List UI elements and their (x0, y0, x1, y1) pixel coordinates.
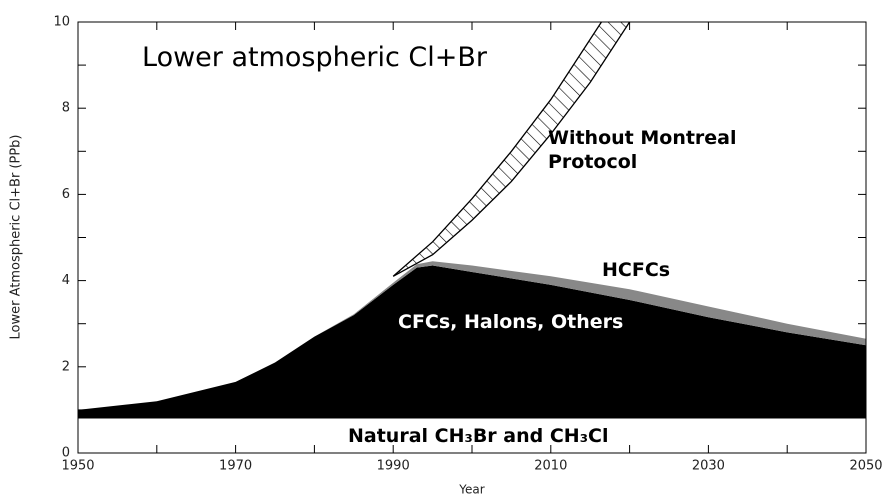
plot-area (78, 22, 866, 453)
y-tick-label: 10 (53, 15, 70, 30)
area (78, 265, 866, 419)
y-tick-label: 8 (62, 101, 70, 116)
y-tick-label: 0 (62, 446, 70, 461)
x-axis-label: Year (458, 483, 484, 497)
chart-title: Lower atmospheric Cl+Br (142, 42, 487, 73)
upper-line (392, 22, 603, 277)
x-tick-label: 2030 (692, 459, 725, 474)
x-tick-label: 1970 (219, 459, 252, 474)
x-tick-label: 2050 (849, 459, 882, 474)
series-label: Without Montreal Protocol (548, 127, 737, 173)
x-tick-label: 2010 (534, 459, 567, 474)
series-label: Natural CH₃Br and CH₃Cl (348, 425, 609, 447)
y-tick-label: 4 (62, 273, 70, 288)
x-tick-label: 1990 (377, 459, 410, 474)
series-label: CFCs, Halons, Others (398, 311, 624, 333)
area (78, 418, 866, 453)
series-label: HCFCs (602, 259, 671, 281)
lower-line (392, 22, 631, 277)
y-axis-label: Lower Atmospheric Cl+Br (PPb) (9, 134, 24, 339)
x-tick-label: 1950 (61, 459, 94, 474)
y-tick-label: 2 (62, 359, 70, 374)
area (78, 261, 866, 410)
hatched-area (393, 22, 630, 277)
y-tick-label: 6 (62, 187, 70, 202)
